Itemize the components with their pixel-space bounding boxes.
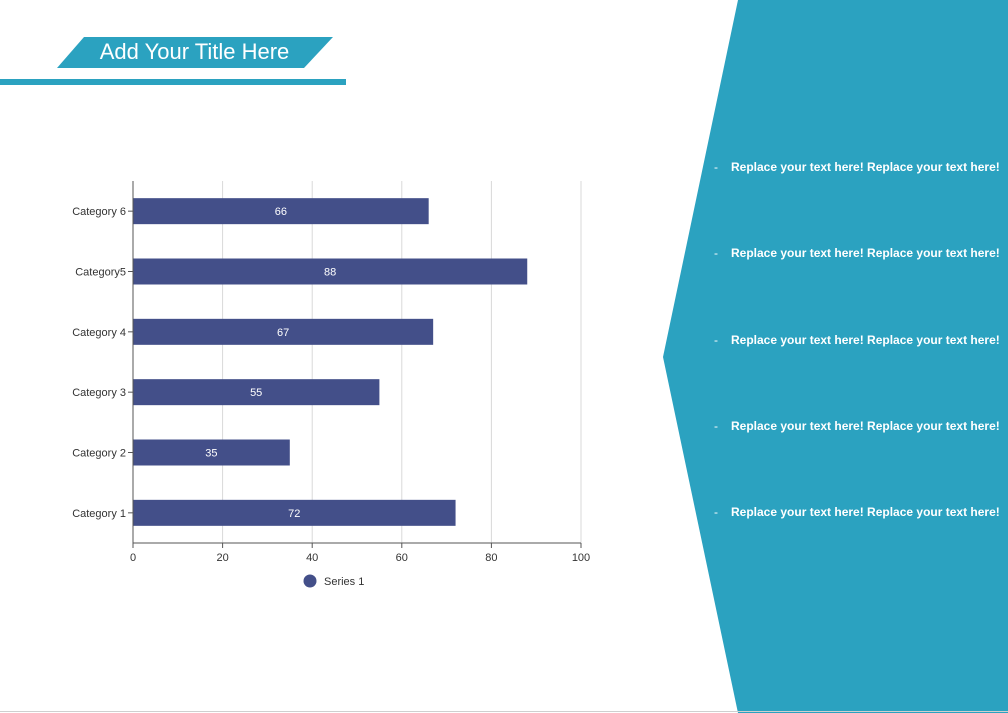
x-tick-label: 100 [572,552,590,564]
bar [133,439,290,466]
slide-title: Add Your Title Here [99,39,290,64]
bullet-text: Replace your text here! Replace your tex… [731,246,1000,260]
bar [133,499,456,526]
data-label: 55 [250,387,262,399]
bullet-item: - Replace your text here! Replace your te… [714,158,1004,176]
bullet-text: Replace your text here! Replace your tex… [731,160,1000,174]
bar [133,318,434,345]
bottom-divider [0,711,1008,712]
bullet-text: Replace your text here! Replace your tex… [731,419,1000,433]
bullet-marker: - [714,333,718,347]
category-label: Category 4 [72,327,126,339]
category-label: Category 1 [72,508,126,520]
category-label: Category5 [75,267,126,279]
bullet-marker: - [714,246,718,260]
category-label: Category 6 [72,206,126,218]
x-tick-label: 0 [130,552,136,564]
category-label: Category 3 [72,387,126,399]
axis-layer: 0 20 40 60 80 100 Category 1 Category 2 Category… [72,181,590,564]
title-underline [0,79,346,85]
x-tick-label: 60 [396,552,408,564]
data-label: 35 [205,448,217,460]
legend-label: Series 1 [324,576,364,588]
data-label: 66 [275,206,287,218]
title-banner [57,37,333,68]
bullet-item: - Replace your text here! Replace your te… [714,331,1004,349]
bullet-marker: - [714,419,718,433]
grid-layer [222,181,582,543]
bar-layer: 72 35 55 67 88 66 [133,198,528,526]
bar [133,198,429,225]
x-tick-label: 80 [485,552,497,564]
data-label: 88 [324,267,336,279]
x-tick-label: 20 [216,552,228,564]
bullet-item: - Replace your text here! Replace your te… [714,503,1004,521]
data-label: 67 [277,327,289,339]
bullet-text: Replace your text here! Replace your tex… [731,505,1000,519]
bar [133,258,528,285]
x-tick-label: 40 [306,552,318,564]
bullet-marker: - [714,160,718,174]
category-label: Category 2 [72,448,126,460]
bullet-marker: - [714,505,718,519]
bar [133,379,380,406]
bullet-item: - Replace your text here! Replace your te… [714,417,1004,435]
right-accent-panel [663,0,1008,713]
legend-marker [303,574,317,588]
bullet-text: Replace your text here! Replace your tex… [731,333,1000,347]
legend: Series 1 [303,574,364,588]
bullet-item: - Replace your text here! Replace your te… [714,244,1004,262]
data-label: 72 [288,508,300,520]
